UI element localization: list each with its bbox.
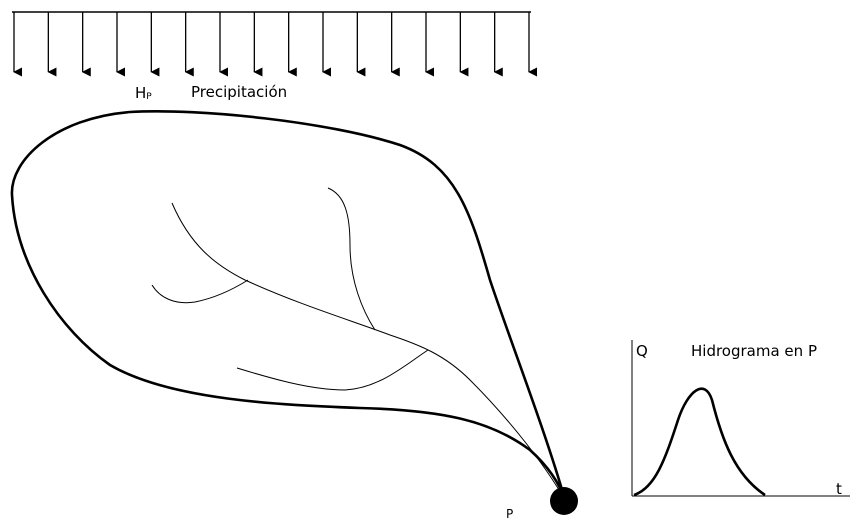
rain-label: Precipitación xyxy=(191,83,288,101)
t-axis-label: t xyxy=(836,480,842,498)
outlet-point xyxy=(550,487,578,515)
river-network xyxy=(151,187,566,501)
rain-symbol: HP xyxy=(135,86,152,102)
rainfall-arrows xyxy=(12,11,538,77)
hydrograph-curve xyxy=(633,387,766,497)
outlet-label: P xyxy=(506,507,514,521)
tributary-left xyxy=(151,279,249,304)
q-axis-label: Q xyxy=(636,342,648,360)
hydrograph-title: Hidrograma en P xyxy=(691,342,817,360)
hydrograph xyxy=(631,340,850,497)
tributary-top xyxy=(327,187,376,331)
rain-symbol-subscript: P xyxy=(146,92,152,102)
rain-symbol-main: H xyxy=(135,84,147,102)
watershed-boundary xyxy=(10,110,567,502)
main-channel xyxy=(171,202,566,501)
arrow-group xyxy=(13,12,538,77)
tributary-bottom xyxy=(236,349,429,391)
